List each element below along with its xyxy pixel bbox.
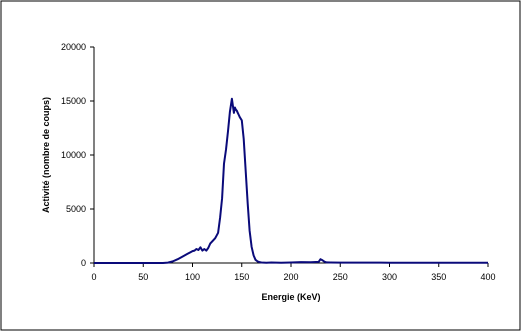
x-tick-label: 50: [138, 272, 148, 282]
x-tick-label: 200: [283, 272, 298, 282]
series-line: [94, 97, 488, 264]
y-tick-label: 10000: [61, 150, 86, 160]
x-tick-label: 100: [185, 272, 200, 282]
x-tick-label: 250: [333, 272, 348, 282]
x-tick-label: 0: [91, 272, 96, 282]
y-tick-label: 0: [81, 258, 86, 268]
y-ticks: 0 5000 10000 15000 20000: [61, 42, 94, 268]
y-tick-label: 15000: [61, 96, 86, 106]
x-axis-label: Energie (KeV): [261, 292, 320, 302]
x-tick-label: 350: [431, 272, 446, 282]
y-tick-label: 20000: [61, 42, 86, 52]
x-tick-label: 150: [234, 272, 249, 282]
y-tick-label: 5000: [66, 204, 86, 214]
x-tick-label: 300: [382, 272, 397, 282]
x-ticks: 0 50 100 150 200 250 300 350 400: [91, 263, 496, 282]
x-tick-label: 400: [480, 272, 495, 282]
y-axis-label: Activité (nombre de coups): [41, 97, 51, 213]
